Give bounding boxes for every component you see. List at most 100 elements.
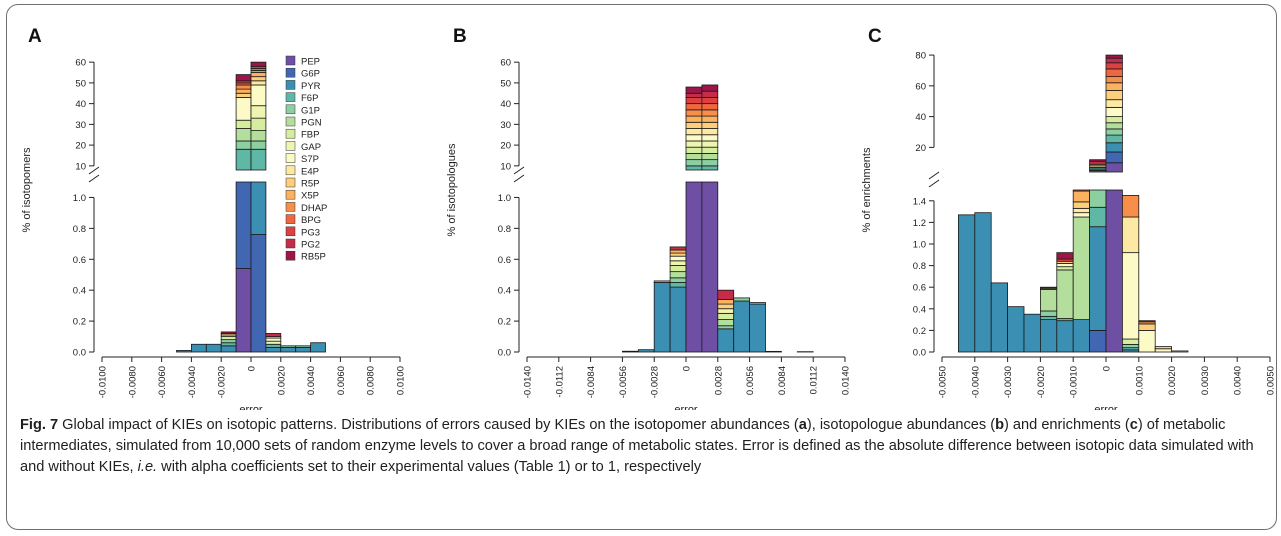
x-tick-label: 0 xyxy=(682,366,693,371)
legend-swatch-x5p xyxy=(285,189,296,200)
bar-segment-rb5p xyxy=(1105,54,1123,59)
y-tick-label-lower: 0.8 xyxy=(913,261,926,272)
bar-segment-pep xyxy=(1105,162,1123,173)
bar-segment-pgn xyxy=(685,153,703,161)
bar-segment-g1p xyxy=(1089,189,1107,208)
legend-label-gap: GAP xyxy=(301,142,321,153)
bar-segment-f6p xyxy=(1089,206,1107,228)
bar-segment-r5p xyxy=(1154,346,1172,350)
caption-ref-c: c xyxy=(1129,417,1138,433)
bar-segment-pgn xyxy=(701,153,719,161)
caption-ie: i.e. xyxy=(137,459,158,475)
bar-segment-g6p xyxy=(1105,151,1123,164)
bar-segment-s7p xyxy=(1138,329,1156,353)
bar-segment-fbp xyxy=(220,336,237,341)
bar-segment-f6p xyxy=(220,342,237,347)
bar-segment-e4p xyxy=(1122,216,1140,254)
bar-segment-rb5p xyxy=(220,331,237,334)
legend-swatch-pg3 xyxy=(285,226,296,237)
bar-segment-s7p xyxy=(235,97,252,121)
bar-segment-s7p xyxy=(1105,106,1123,118)
panel-label: C xyxy=(868,26,882,47)
bar-segment-pg2 xyxy=(701,90,719,98)
bar-segment-x5p xyxy=(685,115,703,123)
bar-segment-f6p xyxy=(235,148,252,171)
bar-segment-gap xyxy=(265,340,282,345)
bar-segment-g1p xyxy=(1040,310,1058,317)
y-tick-label-lower: 0.2 xyxy=(73,317,86,328)
bar-segment-bpg xyxy=(701,103,719,111)
caption-text-3: ) and enrichments ( xyxy=(1004,417,1130,433)
x-axis-title: error xyxy=(239,404,263,410)
y-tick-label-lower: 0.0 xyxy=(913,348,926,359)
bar-segment-pyr xyxy=(1056,320,1074,353)
bar-segment-r5p xyxy=(685,121,703,129)
y-tick-label-upper: 30 xyxy=(500,120,511,131)
bar-segment-fbp xyxy=(1056,266,1074,271)
caption-ref-a: a xyxy=(798,417,807,433)
bar-segment-pep xyxy=(1105,189,1123,353)
bar-segment-g1p xyxy=(235,140,252,150)
bar-segment-g1p xyxy=(220,339,237,344)
bar-segment-g1p xyxy=(733,297,751,302)
legend-swatch-e4p xyxy=(285,165,296,176)
y-tick-label-upper: 30 xyxy=(75,120,86,131)
bar-segment-pyr xyxy=(220,345,237,353)
bar-segment-x5p xyxy=(701,115,719,123)
bar-segment-gap xyxy=(685,140,703,148)
x-tick-label: 0.0112 xyxy=(809,366,820,394)
bar-segment-pyr xyxy=(1007,306,1025,353)
x-tick-label: 0.0050 xyxy=(1266,366,1277,395)
bar-segment-x5p xyxy=(717,299,735,305)
bar-segment-rb5p xyxy=(235,74,252,82)
legend-label-e4p: E4P xyxy=(301,166,319,177)
x-tick-label: -0.0030 xyxy=(1003,366,1014,398)
caption-text-2: ), isotopologue abundances ( xyxy=(806,417,996,433)
bar-segment-x5p xyxy=(235,88,252,94)
y-tick-label-lower: 0.8 xyxy=(73,224,86,235)
y-tick-label-upper: 50 xyxy=(500,78,511,89)
x-tick-label: -0.0050 xyxy=(938,366,949,398)
y-tick-label-upper: 40 xyxy=(915,112,926,123)
bar-segment-g1p xyxy=(717,325,735,330)
legend-label-bpg: BPG xyxy=(301,215,321,226)
bar-segment-rb5p xyxy=(250,61,267,67)
y-tick-label-upper: 50 xyxy=(75,78,86,89)
bar-segment-s7p xyxy=(669,255,687,262)
bar-segment-r5p xyxy=(1171,350,1189,353)
bar-segment-bpg xyxy=(1105,68,1123,78)
legend-swatch-dhap xyxy=(285,202,296,212)
bar-segment-f6p xyxy=(1040,315,1058,320)
bar-segment-dhap xyxy=(701,109,719,117)
x-tick-label: 0.0020 xyxy=(1167,366,1178,395)
bar-segment-r5p xyxy=(250,76,267,82)
x-tick-label: 0.0040 xyxy=(306,366,317,395)
bar-segment-pyr xyxy=(250,181,267,235)
figure-charts: A 0.0 0.2 0.4 0.6 0.8 1.0 10 20 30 40 50 60 -0.0100 -0… xyxy=(21,26,1277,410)
x-tick-label: 0.0020 xyxy=(276,366,287,395)
bar-segment-s7p xyxy=(1154,348,1172,353)
bar-segment-g1p xyxy=(685,159,703,167)
bar-segment-rb5p xyxy=(1089,159,1107,162)
bar-segment-fbp xyxy=(1122,338,1140,345)
y-tick-label-lower: 0.0 xyxy=(498,348,511,359)
legend-swatch-s7p xyxy=(285,153,296,163)
bar-segment-pyr xyxy=(1023,313,1041,353)
legend-label-rb5p: RB5P xyxy=(301,252,326,263)
y-tick-label-upper: 10 xyxy=(75,161,86,172)
x-tick-label: 0.0060 xyxy=(336,366,347,395)
caption-text-5: with alpha coefficients set to their exp… xyxy=(157,459,702,475)
legend-label-fbp: FBP xyxy=(301,130,319,141)
bar-segment-pgn xyxy=(1056,269,1074,319)
legend-label-pep: PEP xyxy=(301,57,320,68)
bar-segment-pyr xyxy=(280,346,297,353)
bar-segment-pgn xyxy=(235,128,252,142)
y-tick-label-lower: 0.4 xyxy=(73,286,86,297)
legend-swatch-pgn xyxy=(285,116,296,127)
bar-segment-pyr xyxy=(974,212,992,353)
x-tick-label: -0.0020 xyxy=(217,366,228,398)
legend-swatch-g1p xyxy=(285,104,296,115)
bar-segment-fbp xyxy=(701,146,719,154)
y-tick-label-lower: 0.0 xyxy=(73,348,86,359)
